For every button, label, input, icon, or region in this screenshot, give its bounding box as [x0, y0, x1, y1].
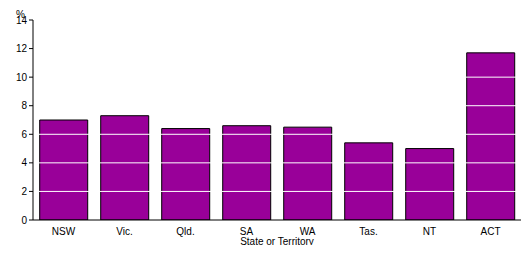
svg-text:SA: SA [239, 226, 254, 238]
svg-text:NT: NT [423, 226, 436, 237]
svg-text:Qld.: Qld. [176, 226, 194, 237]
svg-text:4: 4 [21, 157, 27, 168]
svg-text:2: 2 [21, 186, 27, 197]
svg-text:%: % [16, 9, 25, 20]
svg-text:6: 6 [21, 129, 27, 140]
svg-text:10: 10 [16, 72, 28, 83]
svg-text:ACT: ACT [481, 226, 501, 237]
svg-text:State or Territory: State or Territory [240, 236, 314, 245]
svg-text:14: 14 [15, 14, 27, 26]
svg-text:WA: WA [299, 226, 316, 238]
svg-text:12: 12 [16, 43, 28, 54]
svg-text:0: 0 [21, 215, 27, 226]
svg-text:Vic.: Vic. [116, 226, 133, 237]
svg-text:8: 8 [21, 100, 27, 111]
svg-text:NSW: NSW [52, 226, 76, 237]
svg-text:Tas.: Tas. [359, 226, 377, 237]
